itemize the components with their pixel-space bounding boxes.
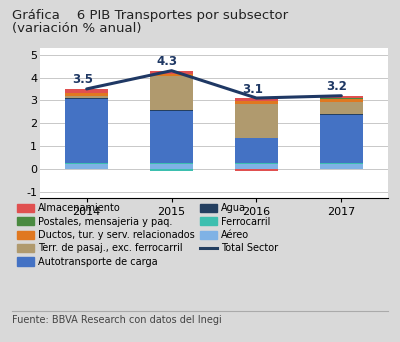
- Bar: [320, 96, 362, 98]
- Bar: [320, 163, 362, 164]
- Bar: [66, 96, 108, 98]
- Bar: [150, 164, 193, 169]
- Bar: [150, 74, 193, 76]
- Text: 3.5: 3.5: [72, 73, 93, 86]
- Bar: [66, 100, 108, 163]
- Bar: [66, 93, 108, 96]
- Bar: [320, 98, 362, 99]
- Legend: Almacenamiento, Postales, mensajeria y paq., Ductos, tur. y serv. relacionados, : Almacenamiento, Postales, mensajeria y p…: [17, 203, 278, 267]
- Bar: [235, 164, 278, 169]
- Bar: [66, 89, 108, 93]
- Bar: [66, 164, 108, 169]
- Bar: [150, 71, 193, 74]
- Bar: [235, 104, 278, 138]
- Bar: [66, 163, 108, 164]
- Bar: [150, 76, 193, 110]
- Bar: [235, 138, 278, 163]
- Bar: [320, 164, 362, 169]
- Bar: [235, 163, 278, 164]
- Bar: [66, 98, 108, 100]
- Text: (variación % anual): (variación % anual): [12, 22, 142, 35]
- Bar: [235, 98, 278, 101]
- Bar: [150, 169, 193, 171]
- Bar: [320, 115, 362, 163]
- Text: 4.3: 4.3: [157, 55, 178, 68]
- Bar: [150, 163, 193, 164]
- Text: Fuente: BBVA Research con datos del Inegi: Fuente: BBVA Research con datos del Ineg…: [12, 315, 222, 325]
- Bar: [150, 111, 193, 163]
- Text: 3.1: 3.1: [242, 83, 263, 96]
- Text: 3.2: 3.2: [327, 80, 348, 93]
- Bar: [320, 102, 362, 115]
- Bar: [235, 169, 278, 171]
- Text: Gráfica    6 PIB Transportes por subsector: Gráfica 6 PIB Transportes por subsector: [12, 9, 288, 22]
- Bar: [235, 101, 278, 104]
- Bar: [320, 99, 362, 102]
- Bar: [150, 110, 193, 111]
